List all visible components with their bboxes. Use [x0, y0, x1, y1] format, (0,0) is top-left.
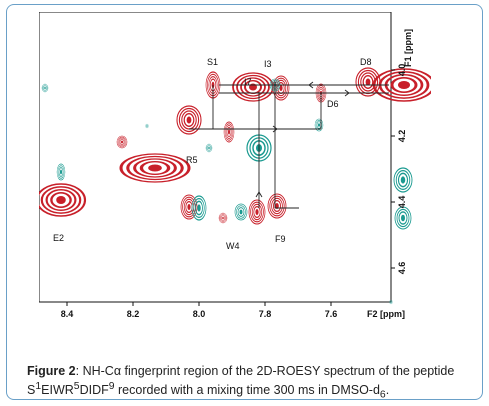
- x-tick-8.0: 8.0: [193, 309, 206, 319]
- caption-mid: EIWR: [41, 383, 74, 398]
- caption-sup-9: 9: [108, 381, 115, 392]
- caption-text: : NH-Cα fingerprint region of the 2D-ROE…: [27, 364, 455, 398]
- caption-end: .: [385, 383, 390, 398]
- y-tick-4.2: 4.2: [397, 130, 407, 143]
- caption-sub: 6: [379, 389, 386, 401]
- y-axis: 4.0 4.2 4.4 4.6 F1 [ppm]: [391, 29, 413, 274]
- caption-sup-5: 5: [73, 381, 80, 392]
- y-axis-label: F1 [ppm]: [403, 29, 413, 67]
- caption-label: Figure 2: [27, 364, 76, 378]
- label-s1: S1: [207, 57, 218, 67]
- x-tick-7.6: 7.6: [325, 309, 338, 319]
- y-tick-4.6: 4.6: [397, 262, 407, 275]
- plot-frame: [39, 12, 392, 303]
- connectivity-path: [189, 81, 389, 209]
- label-e2: E2: [53, 233, 64, 243]
- y-tick-4.0: 4.0: [397, 64, 407, 77]
- x-tick-7.8: 7.8: [259, 309, 272, 319]
- label-r5: R5: [186, 155, 198, 165]
- label-d6: D6: [327, 99, 339, 109]
- y-tick-4.4: 4.4: [397, 196, 407, 209]
- label-w4: W4: [226, 241, 240, 251]
- caption-mid2: DIDF: [79, 383, 109, 398]
- caption-tail: recorded with a mixing time 300 ms in DM…: [114, 383, 380, 398]
- x-tick-8.2: 8.2: [127, 309, 140, 319]
- peak-labels: S1 I3 I7 D8 D6 R5 E2 W4 F9: [53, 57, 372, 251]
- label-i3: I3: [264, 59, 272, 69]
- x-axis-label: F2 [ppm]: [367, 309, 405, 319]
- x-axis: 8.4 8.2 8.0 7.8 7.6 F2 [ppm]: [61, 302, 405, 319]
- label-d8: D8: [360, 57, 372, 67]
- x-tick-8.4: 8.4: [61, 309, 74, 319]
- caption-sup-1: 1: [35, 381, 42, 392]
- figure-caption: Figure 2: NH-Cα fingerprint region of th…: [27, 364, 477, 403]
- roesy-spectrum: S1 I3 I7 D8 D6 R5 E2 W4 F9 8.4 8.2 8.0 7…: [39, 12, 431, 319]
- label-i7: I7: [244, 77, 252, 87]
- label-f9: F9: [275, 234, 286, 244]
